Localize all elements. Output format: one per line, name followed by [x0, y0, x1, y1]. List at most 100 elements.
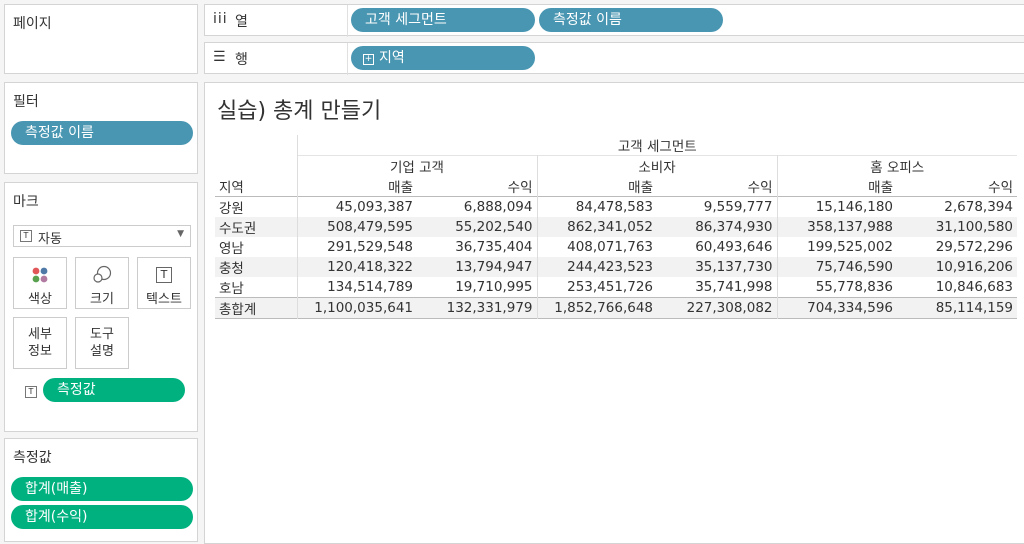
table-cell[interactable]: 6,888,094	[417, 196, 538, 217]
pill-measure-names[interactable]: 측정값 이름	[539, 8, 723, 32]
text-card-label: 텍스트	[146, 292, 182, 307]
row-header-region[interactable]: 호남	[215, 277, 298, 298]
table-cell[interactable]: 60,493,646	[657, 237, 778, 257]
pill-customer-segment[interactable]: 고객 세그먼트	[351, 8, 535, 32]
rows-shelf[interactable]: ☰ 행 + 지역	[204, 42, 1024, 75]
table-cell[interactable]: 1,852,766,648	[554, 300, 653, 316]
measure-values-panel[interactable]: 측정값 합계(매출) 합계(수익)	[4, 438, 198, 542]
header-customer-segment: 고객 세그먼트	[617, 139, 697, 155]
table-cell[interactable]: 134,514,789	[327, 279, 413, 295]
shelf-divider	[347, 5, 348, 37]
table-row: 수도권 508,479,595 55,202,540 862,341,052 86,37…	[215, 217, 1017, 237]
rows-icon: ☰	[213, 49, 226, 65]
crosstab: 고객 세그먼트 기업 고객 소비자 홈 오피스 지역 매출 수익 매출 수익 매…	[215, 135, 1017, 319]
marks-panel[interactable]: 마크 T 자동 ▼ 색상 크기 T 텍스트 세부 정보 도구 설명 T 측정값	[4, 182, 198, 432]
row-header-region[interactable]: 수도권	[215, 217, 298, 237]
table-cell[interactable]: 9,559,777	[657, 196, 778, 217]
table-row: 충청 120,418,322 13,794,947 244,423,523 35,137…	[215, 257, 1017, 277]
color-card[interactable]: 색상	[13, 257, 67, 309]
detail-card-line2: 정보	[28, 344, 52, 359]
header-measure-sales: 매출	[628, 180, 653, 196]
table-cell[interactable]: 75,746,590	[815, 259, 893, 275]
table-cell[interactable]: 358,137,988	[807, 219, 893, 235]
header-measure-profit: 수익	[988, 180, 1013, 196]
table-cell[interactable]: 19,710,995	[417, 277, 538, 298]
size-card[interactable]: 크기	[75, 257, 129, 309]
table-cell[interactable]: 45,093,387	[335, 199, 413, 215]
header-segment-home-office: 홈 오피스	[777, 155, 1017, 176]
table-cell[interactable]: 31,100,580	[935, 219, 1013, 235]
table-cell[interactable]: 704,334,596	[807, 300, 893, 316]
table-cell[interactable]: 86,374,930	[657, 217, 778, 237]
tooltip-card[interactable]: 도구 설명	[75, 317, 129, 369]
table-cell[interactable]: 2,678,394	[944, 199, 1013, 215]
table-cell[interactable]: 13,794,947	[417, 257, 538, 277]
worksheet-view[interactable]: 실습) 총계 만들기 고객 세그먼트 기업 고객 소비자 홈 오피스 지역	[204, 82, 1024, 544]
measure-sum-profit[interactable]: 합계(수익)	[11, 505, 193, 529]
row-header-region[interactable]: 총합계	[215, 297, 298, 319]
text-t-icon: T	[138, 262, 190, 288]
filters-panel[interactable]: 필터 측정값 이름	[4, 82, 198, 174]
pages-title: 페이지	[13, 16, 52, 32]
marks-title: 마크	[13, 194, 39, 210]
table-cell[interactable]: 244,423,523	[567, 259, 653, 275]
table-cell[interactable]: 29,572,296	[935, 239, 1013, 255]
size-circles-icon	[76, 262, 128, 288]
text-card[interactable]: T 텍스트	[137, 257, 191, 309]
text-mark-icon: T	[20, 230, 32, 242]
table-cell[interactable]: 199,525,002	[807, 239, 893, 255]
table-cell[interactable]: 291,529,548	[327, 239, 413, 255]
table-cell[interactable]: 10,846,683	[935, 279, 1013, 295]
header-measure-sales: 매출	[868, 180, 893, 196]
table-row: 강원 45,093,387 6,888,094 84,478,583 9,559,777…	[215, 196, 1017, 217]
table-cell[interactable]: 85,114,159	[935, 300, 1013, 316]
header-region: 지역	[215, 176, 298, 197]
measure-values-title: 측정값	[13, 450, 52, 466]
shelf-divider	[347, 43, 348, 75]
pages-panel[interactable]: 페이지	[4, 4, 198, 74]
table-cell[interactable]: 15,146,180	[815, 199, 893, 215]
table-cell[interactable]: 10,916,206	[935, 259, 1013, 275]
tooltip-card-line2: 설명	[90, 344, 114, 359]
columns-shelf[interactable]: iii 열 고객 세그먼트 측정값 이름	[204, 4, 1024, 37]
header-segment-consumer: 소비자	[537, 155, 778, 176]
table-cell[interactable]: 35,137,730	[657, 257, 778, 277]
row-header-region[interactable]: 강원	[215, 196, 298, 217]
table-cell[interactable]: 35,741,998	[657, 277, 778, 298]
filter-measure-names[interactable]: 측정값 이름	[11, 121, 193, 145]
columns-icon: iii	[213, 11, 228, 27]
table-cell[interactable]: 36,735,404	[417, 237, 538, 257]
table-row: 호남 134,514,789 19,710,995 253,451,726 35,741…	[215, 277, 1017, 298]
mark-type-value: 자동	[38, 232, 62, 247]
table-cell[interactable]: 1,100,035,641	[314, 300, 413, 316]
row-header-region[interactable]: 충청	[215, 257, 298, 277]
table-cell[interactable]: 55,202,540	[417, 217, 538, 237]
detail-card[interactable]: 세부 정보	[13, 317, 67, 369]
table-cell[interactable]: 408,071,763	[567, 239, 653, 255]
filters-title: 필터	[13, 94, 39, 110]
measure-sum-sales[interactable]: 합계(매출)	[11, 477, 193, 501]
table-cell[interactable]: 132,331,979	[417, 297, 538, 319]
pill-region[interactable]: + 지역	[351, 46, 535, 70]
columns-label: 열	[235, 14, 248, 30]
table-cell[interactable]: 120,418,322	[327, 259, 413, 275]
table-cell[interactable]: 253,451,726	[567, 279, 653, 295]
table-cell[interactable]: 862,341,052	[567, 219, 653, 235]
table-cell[interactable]: 508,479,595	[327, 219, 413, 235]
table-cell[interactable]: 55,778,836	[815, 279, 893, 295]
expand-plus-icon: +	[363, 54, 374, 65]
table-cell[interactable]: 227,308,082	[657, 297, 778, 319]
table-cell[interactable]: 84,478,583	[575, 199, 653, 215]
rows-label: 행	[235, 52, 248, 68]
tooltip-card-line1: 도구	[90, 327, 114, 342]
header-measure-profit: 수익	[417, 176, 538, 197]
color-card-label: 색상	[28, 292, 52, 307]
mark-type-dropdown[interactable]: T 자동 ▼	[13, 225, 191, 247]
pill-region-label: 지역	[379, 50, 405, 66]
text-measure-values-pill[interactable]: 측정값	[43, 378, 185, 402]
detail-card-line1: 세부	[28, 327, 52, 342]
header-measure-sales: 매출	[388, 180, 413, 196]
text-encoding-icon: T	[25, 386, 37, 398]
header-segment-corporate: 기업 고객	[297, 155, 538, 176]
row-header-region[interactable]: 영남	[215, 237, 298, 257]
